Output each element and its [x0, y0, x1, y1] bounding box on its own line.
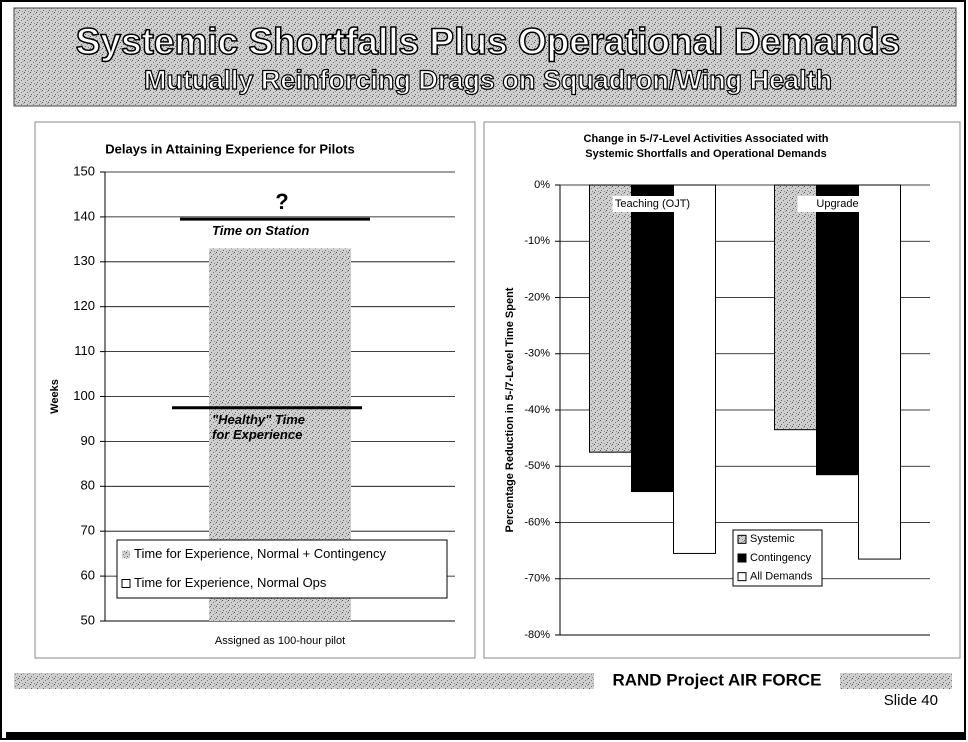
chart-title: Delays in Attaining Experience for Pilot… — [105, 141, 354, 156]
footer-band — [14, 673, 594, 689]
footer: RAND Project AIR FORCE — [612, 670, 821, 689]
y-tick-label: -60% — [524, 516, 550, 528]
y-axis-label: Percentage Reduction in 5-/7-Level Time … — [504, 287, 516, 532]
y-tick-label: 120 — [73, 298, 95, 313]
y-tick-label: -10% — [524, 235, 550, 247]
category-label-bg — [612, 196, 693, 212]
x-tick-label: Assigned as 100-hour pilot — [215, 635, 345, 647]
bar — [631, 184, 674, 493]
y-tick-label: -20% — [524, 291, 550, 303]
legend-label: Time for Experience, Normal Ops — [134, 575, 327, 590]
marker: ? — [275, 189, 288, 214]
y-tick-label: 130 — [73, 253, 95, 268]
bar — [858, 184, 901, 560]
legend-box — [116, 539, 448, 599]
category-label: Teaching (OJT) — [615, 198, 690, 210]
slide-title: Systemic Shortfalls Plus Operational Dem… — [76, 21, 901, 62]
reference-label-box: "Healthy" Time for Experience — [212, 411, 306, 442]
bar — [589, 184, 632, 453]
y-tick-label: -70% — [524, 573, 550, 585]
reference-label-box: Time on Station — [212, 223, 310, 239]
legend-label: Systemic — [750, 533, 795, 545]
title-banner — [13, 7, 957, 107]
category-label: Upgrade — [816, 198, 858, 210]
y-tick-label: -80% — [524, 629, 550, 641]
y-tick-label: 50 — [81, 612, 95, 627]
legend-label: Contingency — [750, 552, 812, 564]
reference-label: Time on Station — [212, 223, 310, 239]
footer-band — [840, 673, 952, 689]
bottom-shadow — [6, 732, 966, 740]
y-axis-label: Weeks — [49, 379, 61, 414]
y-tick-label: -50% — [524, 460, 550, 472]
y-tick-label: 110 — [74, 343, 95, 358]
legend-swatch — [737, 534, 747, 544]
y-tick-label: 60 — [81, 568, 95, 583]
y-tick-label: 0% — [534, 179, 550, 191]
y-tick-label: -40% — [524, 404, 550, 416]
legend-swatch — [122, 550, 130, 559]
legend-label: Time for Experience, Normal + Contingenc… — [134, 546, 387, 561]
y-tick-label: 140 — [73, 208, 95, 223]
y-tick-label: 100 — [73, 388, 95, 403]
chart-title: Change in 5-/7-Level Activities Associat… — [583, 133, 829, 160]
y-tick-label: 70 — [81, 523, 95, 538]
chart-title-box: Change in 5-/7-Level Activities Associat… — [583, 133, 829, 160]
y-tick-label: -30% — [524, 348, 550, 360]
legend-swatch — [737, 572, 747, 582]
legend-label: All Demands — [750, 571, 813, 583]
category-label-bg — [797, 196, 878, 212]
bar — [816, 184, 859, 476]
reference-label: "Healthy" Time for Experience — [212, 411, 306, 442]
y-tick-label: 150 — [73, 163, 95, 178]
slide-number: Slide 40 — [884, 692, 938, 709]
bar — [774, 184, 817, 431]
y-tick-label: 90 — [81, 433, 95, 448]
legend-swatch — [737, 553, 747, 563]
slide-subtitle: Mutually Reinforcing Drags on Squadron/W… — [144, 65, 832, 95]
bar — [673, 184, 716, 554]
legend-swatch — [121, 579, 131, 588]
legend-box — [732, 529, 823, 587]
y-tick-label: 80 — [81, 478, 95, 493]
